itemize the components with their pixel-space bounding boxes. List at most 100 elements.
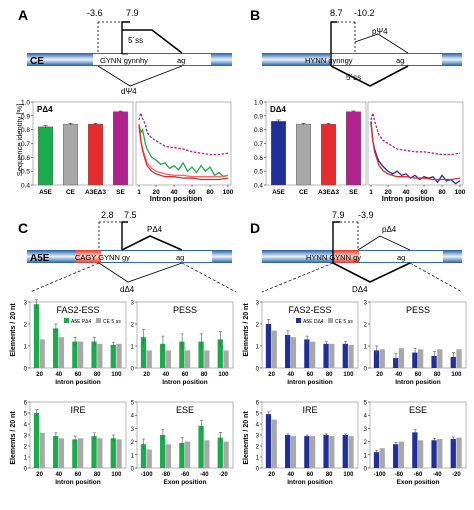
extension-region bbox=[75, 250, 101, 263]
x-tick-label: -60 bbox=[414, 472, 423, 478]
y-tick-label: 1.0 bbox=[254, 100, 263, 107]
y-tick-label: 4 bbox=[256, 423, 260, 429]
bar bbox=[456, 437, 462, 468]
series-line bbox=[138, 125, 229, 181]
chart-title: FAS2-ESS bbox=[56, 305, 99, 315]
x-axis-label: Intron position bbox=[55, 379, 101, 386]
plot-frame bbox=[135, 101, 232, 186]
x-tick-label: 20 bbox=[143, 372, 150, 378]
bar bbox=[310, 436, 316, 468]
y-tick-label: 0 bbox=[256, 367, 260, 373]
bar bbox=[450, 357, 456, 368]
bar bbox=[310, 341, 316, 368]
x-tick-label: 100 bbox=[343, 472, 354, 478]
x-tick-label: 40 bbox=[55, 472, 62, 478]
acceptor-ag: ag bbox=[396, 56, 404, 65]
x-tick-label: 1 bbox=[137, 189, 141, 196]
bar bbox=[379, 349, 385, 368]
y-tick-label: 4 bbox=[24, 423, 28, 429]
x-tick-label: -80 bbox=[394, 472, 403, 478]
x-axis-label: Exon position bbox=[397, 479, 440, 486]
bar bbox=[97, 343, 103, 368]
bar bbox=[271, 330, 277, 368]
bar bbox=[39, 339, 45, 368]
chart-C4: 0 1 2 3 4 5 ESE -100 -80 -60 -40 -20 Exon position bbox=[131, 401, 234, 486]
bar bbox=[72, 341, 78, 368]
chart-D1: 0 1 2 3 FAS2-ESS A5E DΔ4 CE 5´ss 20 40 60 80 100 Int… bbox=[256, 301, 359, 386]
y-tick-label: 0.6 bbox=[21, 155, 30, 162]
series-line bbox=[370, 124, 461, 181]
bar bbox=[160, 435, 166, 468]
x-tick-label: 100 bbox=[343, 372, 354, 378]
y-tick-label: 3 bbox=[364, 301, 368, 307]
y-tick-label: 0.7 bbox=[21, 141, 30, 148]
legend-label: A5E DΔ4 bbox=[303, 319, 324, 325]
bar bbox=[33, 304, 40, 368]
bar bbox=[91, 436, 97, 468]
x-tick-label: A3EΔ3 bbox=[85, 189, 106, 196]
x-tick-label: A5E bbox=[272, 189, 285, 196]
y-tick-label: 4 bbox=[131, 414, 135, 420]
x-tick-label: 40 bbox=[402, 189, 410, 196]
x-axis-label: Intron position bbox=[150, 194, 203, 203]
y-axis-label: Elements / 20 nt bbox=[243, 303, 250, 357]
x-axis-label: Intron position bbox=[162, 379, 208, 386]
x-tick-label: 20 bbox=[36, 472, 43, 478]
x-tick-label: 20 bbox=[268, 472, 275, 478]
intron-region bbox=[101, 251, 212, 262]
splice-sequence: CAGY GYNN gy bbox=[75, 253, 130, 262]
x-tick-label: SE bbox=[116, 189, 125, 196]
x-tick-label: 80 bbox=[94, 472, 101, 478]
chart-title: PESS bbox=[173, 305, 197, 315]
series-line bbox=[138, 110, 229, 156]
y-tick-label: 0.4 bbox=[21, 183, 30, 190]
intron-region bbox=[93, 54, 211, 65]
splice-sequence: GYNN gynnhy bbox=[100, 56, 148, 65]
bar bbox=[223, 441, 229, 468]
intron-region bbox=[359, 251, 443, 262]
bar bbox=[140, 444, 147, 468]
y-tick-label: 3 bbox=[131, 301, 135, 307]
bar bbox=[113, 111, 128, 186]
x-axis-label: Intron position bbox=[287, 479, 333, 486]
bar bbox=[321, 123, 336, 186]
x-tick-label: 20 bbox=[376, 372, 383, 378]
panel-d-diagram: D HYNN GYNN gy ag 7.9 -3.9 pΔ4 DΔ4 bbox=[250, 210, 463, 294]
chart-B-line: 1 20 40 60 80 100 bbox=[367, 101, 466, 196]
bar bbox=[271, 121, 286, 186]
x-tick-label: 40 bbox=[395, 372, 402, 378]
y-tick-label: 3 bbox=[24, 434, 28, 440]
series-line bbox=[138, 123, 229, 178]
x-tick-label: -20 bbox=[452, 472, 461, 478]
bar bbox=[88, 123, 103, 186]
score-right: 7.9 bbox=[126, 8, 139, 18]
series-line bbox=[138, 124, 229, 178]
x-tick-label: 80 bbox=[206, 189, 214, 196]
y-tick-label: 0 bbox=[364, 467, 368, 473]
bar bbox=[431, 355, 437, 368]
panel-letter: D bbox=[250, 220, 260, 236]
bar bbox=[271, 419, 277, 468]
panel-c-diagram: C A5E CAGY GYNN gy ag 2.8 7.5 PΔ4 dΔ4 bbox=[18, 210, 237, 294]
chart-title: DΔ4 bbox=[270, 105, 287, 114]
plot-frame bbox=[367, 101, 464, 186]
chart-B-bar: 0.4 0.5 0.6 0.7 0.8 0.9 1.0 DΔ4 A5E CE A3EΔ3 SE bbox=[254, 100, 367, 196]
acceptor-ag: ag bbox=[397, 253, 405, 262]
bar bbox=[116, 439, 122, 468]
bar bbox=[63, 123, 78, 186]
bar bbox=[179, 442, 185, 468]
x-tick-label: 80 bbox=[326, 372, 333, 378]
bar bbox=[290, 436, 297, 468]
series-line bbox=[370, 112, 461, 156]
y-tick-label: 1 bbox=[256, 456, 260, 462]
y-tick-label: 5 bbox=[364, 401, 368, 407]
x-tick-label: 20 bbox=[36, 372, 43, 378]
panel-letter: C bbox=[18, 220, 28, 236]
score-right: -10.2 bbox=[354, 8, 375, 18]
x-tick-label: 100 bbox=[218, 372, 229, 378]
bar bbox=[329, 343, 335, 368]
bar bbox=[204, 440, 210, 468]
y-tick-label: 1 bbox=[131, 345, 135, 351]
